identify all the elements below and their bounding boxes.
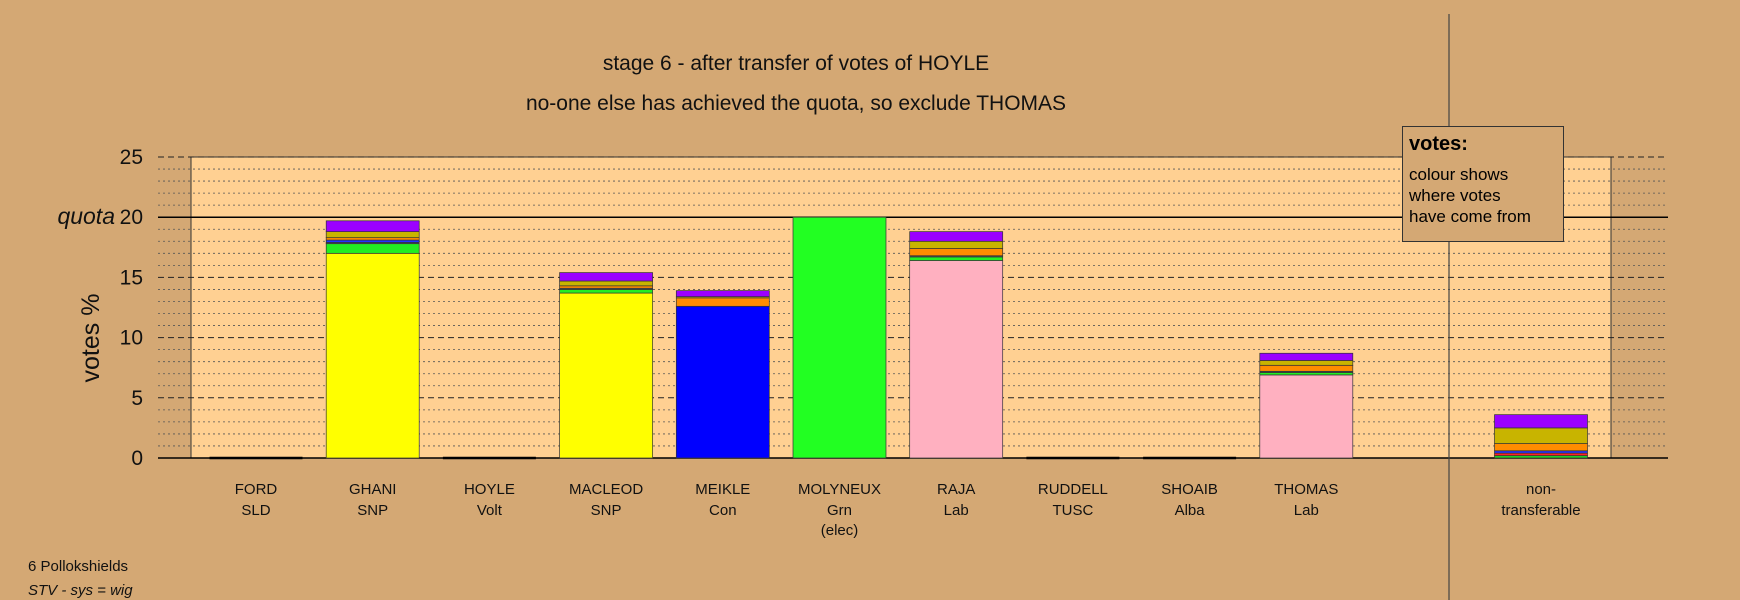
bar-segment <box>559 285 653 289</box>
bar-segment <box>325 239 420 243</box>
candidate-party-label: SLD <box>241 502 270 519</box>
candidate-name-label: RAJA <box>937 481 975 498</box>
bar-segment <box>1259 352 1354 361</box>
bar-segment <box>1259 374 1354 459</box>
chart-subtitle: no-one else has achieved the quota, so e… <box>525 92 1067 115</box>
nontransferable-segment <box>1494 443 1588 452</box>
bar-segment <box>559 272 653 282</box>
bar-segment <box>909 240 1004 249</box>
nontransferable-segment <box>1494 455 1588 459</box>
candidate-party-label: Grn <box>827 502 852 519</box>
bar-segment <box>325 243 420 254</box>
bar-segment <box>325 220 420 232</box>
candidate-name-label: FORD <box>235 481 278 498</box>
candidate-name-label: MEIKLE <box>695 481 750 498</box>
candidate-party-label: Volt <box>477 502 503 519</box>
bar-segment <box>1259 372 1354 376</box>
legend-line: where votes <box>1409 186 1501 205</box>
bar-segment <box>909 248 1004 257</box>
legend-line: have come from <box>1409 207 1531 226</box>
bar-segment <box>559 289 653 294</box>
bar-segment <box>792 216 887 459</box>
bar-segment <box>559 292 653 459</box>
legend-line: colour shows <box>1409 165 1509 184</box>
bar-segment <box>675 297 770 307</box>
legend-box: votes: colour shows where votes have com… <box>1402 126 1564 242</box>
nontransferable-segment <box>1494 414 1588 429</box>
y-tick-label: 0 <box>131 447 143 470</box>
candidate-party-label: Alba <box>1175 502 1206 519</box>
bar-segment <box>675 305 770 459</box>
candidate-party-label: TUSC <box>1052 502 1093 519</box>
y-tick-label: 5 <box>131 387 143 410</box>
nontransferable-segment <box>1494 452 1588 456</box>
bar-segment <box>909 256 1004 261</box>
bar-segment <box>325 231 420 239</box>
nontransferable-label: transferable <box>1501 502 1580 519</box>
candidate-name-label: MACLEOD <box>569 481 643 498</box>
chart-title: stage 6 - after transfer of votes of HOY… <box>602 52 990 75</box>
candidate-name-label: THOMAS <box>1274 481 1338 498</box>
legend-title: votes: <box>1409 133 1468 155</box>
bar-segment <box>325 237 420 241</box>
candidate-party-label: Lab <box>944 502 969 519</box>
nontransferable-segment <box>1494 427 1588 444</box>
bar-segment <box>909 231 1004 242</box>
bar-segment <box>675 290 770 298</box>
quota-label: quota <box>57 203 115 229</box>
plot-panel <box>190 156 1612 459</box>
candidate-name-label: RUDDELL <box>1038 481 1108 498</box>
y-tick-label: 25 <box>120 146 143 169</box>
candidate-party-label: Lab <box>1294 502 1319 519</box>
bar-segment <box>909 260 1004 459</box>
nontransferable-segment <box>1494 450 1588 454</box>
candidate-note-label: (elec) <box>821 522 859 539</box>
candidate-name-label: GHANI <box>349 481 397 498</box>
nontransferable-label: non- <box>1526 481 1556 498</box>
y-tick-label: 20 <box>120 206 143 229</box>
candidate-party-label: Con <box>709 502 737 519</box>
bar-segment <box>559 280 653 287</box>
bar-segment <box>1259 360 1354 366</box>
y-tick-label: 15 <box>120 266 143 289</box>
ward-label: 6 Pollokshields <box>28 558 129 575</box>
system-label: STV - sys = wig <box>28 582 133 599</box>
y-axis-label: votes % <box>77 294 105 383</box>
candidate-name-label: SHOAIB <box>1161 481 1218 498</box>
bar-segment <box>1259 364 1354 372</box>
candidate-name-label: HOYLE <box>464 481 515 498</box>
candidate-party-label: SNP <box>357 502 388 519</box>
candidate-party-label: SNP <box>591 502 622 519</box>
candidate-name-label: MOLYNEUX <box>798 481 881 498</box>
y-tick-label: 10 <box>120 327 143 350</box>
bar-segment <box>325 252 420 459</box>
